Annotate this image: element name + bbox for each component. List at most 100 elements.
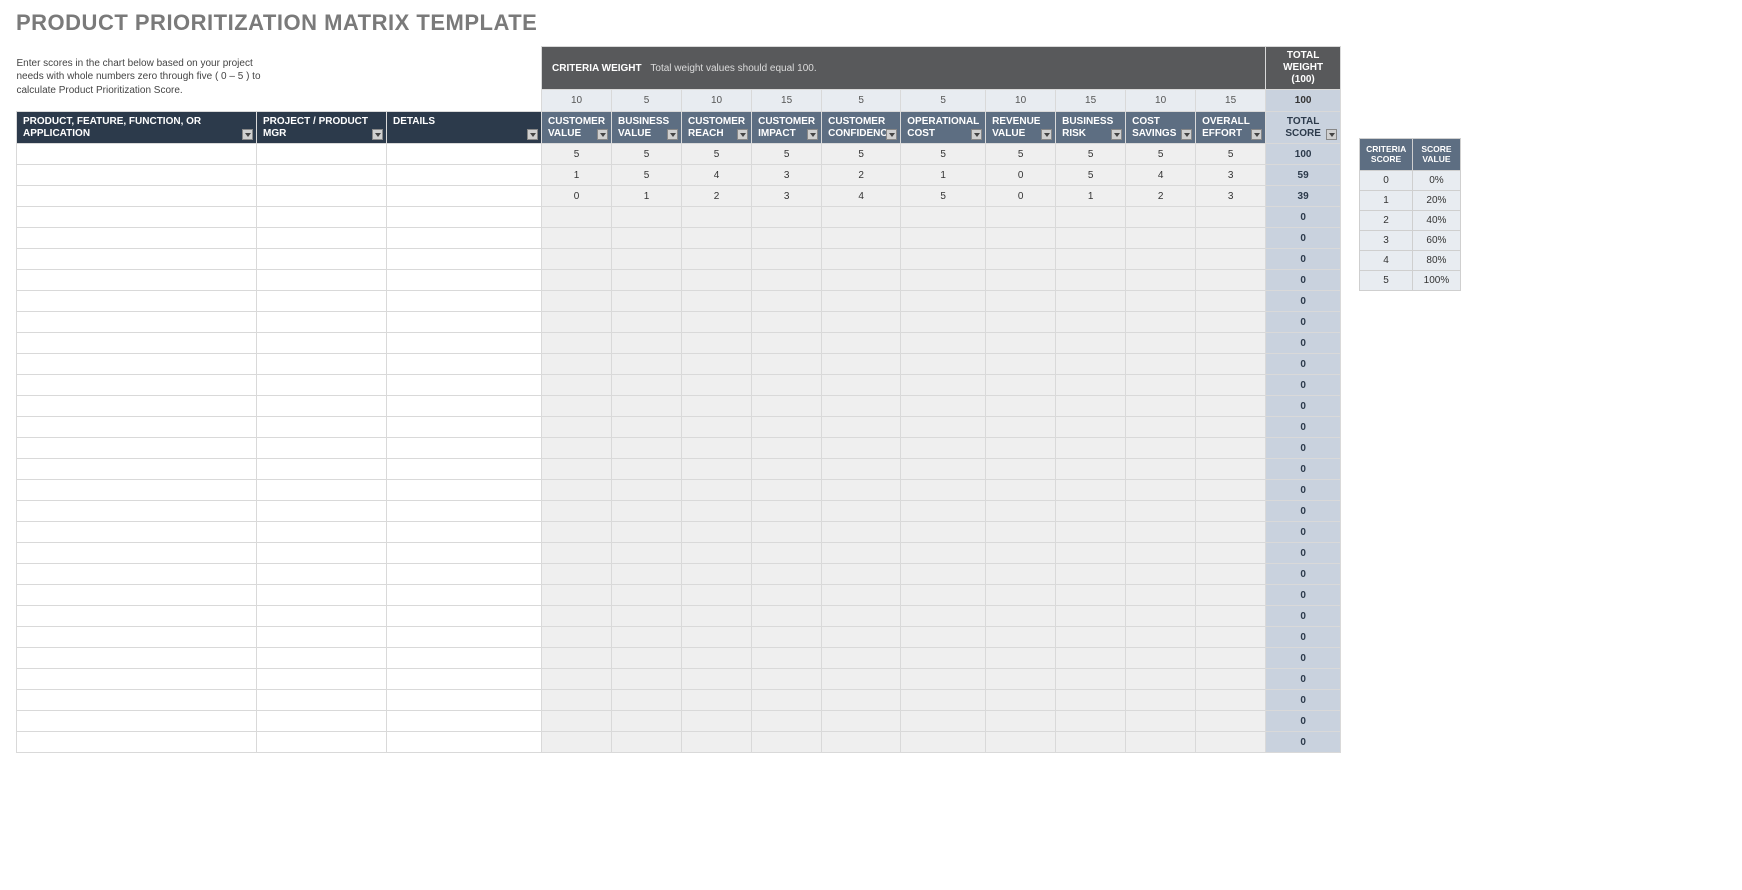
mgr-cell[interactable] <box>257 501 387 522</box>
score-cell[interactable] <box>612 543 682 564</box>
product-cell[interactable] <box>17 543 257 564</box>
score-cell[interactable] <box>682 417 752 438</box>
score-cell[interactable] <box>986 522 1056 543</box>
filter-dropdown-icon[interactable] <box>971 129 982 140</box>
filter-dropdown-icon[interactable] <box>1181 129 1192 140</box>
score-cell[interactable] <box>901 606 986 627</box>
mgr-cell[interactable] <box>257 480 387 501</box>
score-cell[interactable] <box>612 585 682 606</box>
score-cell[interactable] <box>542 417 612 438</box>
score-cell[interactable] <box>1126 270 1196 291</box>
score-cell[interactable] <box>682 669 752 690</box>
score-cell[interactable] <box>822 585 901 606</box>
score-cell[interactable]: 5 <box>1196 144 1266 165</box>
score-cell[interactable] <box>986 333 1056 354</box>
score-cell[interactable]: 1 <box>901 165 986 186</box>
score-cell[interactable] <box>542 732 612 753</box>
filter-dropdown-icon[interactable] <box>807 129 818 140</box>
mgr-cell[interactable] <box>257 249 387 270</box>
score-cell[interactable] <box>1056 480 1126 501</box>
score-cell[interactable] <box>542 459 612 480</box>
score-cell[interactable] <box>682 606 752 627</box>
product-cell[interactable] <box>17 669 257 690</box>
score-cell[interactable] <box>986 711 1056 732</box>
score-cell[interactable] <box>542 690 612 711</box>
score-cell[interactable] <box>542 270 612 291</box>
score-cell[interactable] <box>682 291 752 312</box>
weight-cell[interactable]: 15 <box>1056 90 1126 112</box>
score-cell[interactable] <box>542 312 612 333</box>
filter-dropdown-icon[interactable] <box>1111 129 1122 140</box>
score-cell[interactable] <box>612 333 682 354</box>
score-cell[interactable] <box>1196 333 1266 354</box>
score-cell[interactable] <box>901 648 986 669</box>
score-cell[interactable] <box>542 606 612 627</box>
product-cell[interactable] <box>17 627 257 648</box>
score-cell[interactable] <box>682 627 752 648</box>
product-cell[interactable] <box>17 648 257 669</box>
score-cell[interactable] <box>986 270 1056 291</box>
score-cell[interactable] <box>1126 480 1196 501</box>
score-cell[interactable]: 5 <box>986 144 1056 165</box>
product-cell[interactable] <box>17 438 257 459</box>
score-cell[interactable] <box>822 501 901 522</box>
score-cell[interactable] <box>682 459 752 480</box>
score-cell[interactable] <box>542 249 612 270</box>
product-cell[interactable] <box>17 732 257 753</box>
score-cell[interactable] <box>752 270 822 291</box>
score-cell[interactable] <box>901 396 986 417</box>
score-cell[interactable] <box>901 543 986 564</box>
score-cell[interactable] <box>822 207 901 228</box>
score-cell[interactable] <box>682 438 752 459</box>
score-cell[interactable] <box>1056 627 1126 648</box>
score-cell[interactable]: 5 <box>612 144 682 165</box>
product-cell[interactable] <box>17 291 257 312</box>
score-cell[interactable] <box>1196 480 1266 501</box>
filter-dropdown-icon[interactable] <box>667 129 678 140</box>
score-cell[interactable] <box>986 669 1056 690</box>
score-cell[interactable] <box>612 249 682 270</box>
details-cell[interactable] <box>387 186 542 207</box>
score-cell[interactable]: 1 <box>1056 186 1126 207</box>
weight-cell[interactable]: 15 <box>1196 90 1266 112</box>
mgr-cell[interactable] <box>257 711 387 732</box>
mgr-cell[interactable] <box>257 585 387 606</box>
score-cell[interactable] <box>1196 354 1266 375</box>
score-cell[interactable] <box>1126 711 1196 732</box>
score-cell[interactable] <box>1126 543 1196 564</box>
mgr-cell[interactable] <box>257 417 387 438</box>
score-cell[interactable] <box>822 648 901 669</box>
score-cell[interactable] <box>822 396 901 417</box>
score-cell[interactable] <box>612 669 682 690</box>
score-cell[interactable] <box>1126 648 1196 669</box>
score-cell[interactable] <box>542 585 612 606</box>
score-cell[interactable] <box>986 291 1056 312</box>
score-cell[interactable] <box>901 690 986 711</box>
details-cell[interactable] <box>387 270 542 291</box>
score-cell[interactable] <box>1056 375 1126 396</box>
score-cell[interactable] <box>682 228 752 249</box>
score-cell[interactable] <box>752 543 822 564</box>
mgr-cell[interactable] <box>257 564 387 585</box>
score-cell[interactable] <box>1126 501 1196 522</box>
score-cell[interactable]: 5 <box>542 144 612 165</box>
score-cell[interactable] <box>542 438 612 459</box>
score-cell[interactable] <box>1126 207 1196 228</box>
score-cell[interactable] <box>901 711 986 732</box>
score-cell[interactable] <box>986 543 1056 564</box>
filter-dropdown-icon[interactable] <box>242 129 253 140</box>
score-cell[interactable] <box>1196 564 1266 585</box>
score-cell[interactable] <box>612 711 682 732</box>
score-cell[interactable] <box>1196 396 1266 417</box>
score-cell[interactable] <box>1126 690 1196 711</box>
product-cell[interactable] <box>17 564 257 585</box>
score-cell[interactable] <box>1056 648 1126 669</box>
filter-dropdown-icon[interactable] <box>597 129 608 140</box>
score-cell[interactable] <box>986 564 1056 585</box>
score-cell[interactable] <box>901 249 986 270</box>
header-mgr[interactable]: PROJECT / PRODUCT MGR <box>257 112 387 144</box>
score-cell[interactable] <box>1056 522 1126 543</box>
score-cell[interactable] <box>822 711 901 732</box>
score-cell[interactable]: 1 <box>612 186 682 207</box>
score-cell[interactable] <box>1196 228 1266 249</box>
